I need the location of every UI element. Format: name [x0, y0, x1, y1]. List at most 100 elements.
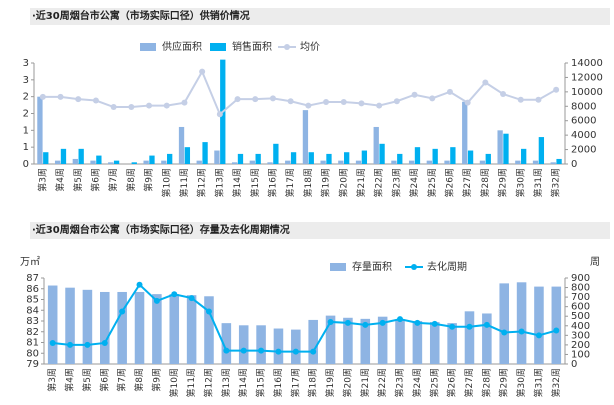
- line-point: [431, 320, 438, 327]
- y-tick-label: 83: [26, 316, 39, 327]
- bar: [113, 160, 120, 164]
- line-point: [269, 95, 276, 102]
- x-tick-label: 第16周: [272, 368, 284, 397]
- x-tick-label: 第13周: [220, 368, 232, 397]
- bar: [204, 296, 214, 364]
- bar: [325, 315, 336, 364]
- bar: [267, 162, 273, 164]
- bar: [285, 160, 291, 164]
- line-point: [323, 98, 330, 105]
- bar: [360, 318, 371, 364]
- x-tick-label: 第4周: [54, 168, 66, 192]
- bar: [550, 162, 556, 164]
- bar: [308, 319, 318, 364]
- line-point: [188, 295, 195, 302]
- x-tick-label: 第27周: [461, 168, 473, 197]
- title-bar: [30, 8, 610, 25]
- x-tick-label: 第29周: [498, 368, 510, 397]
- y2-tick-label: 0: [571, 359, 577, 370]
- bar: [516, 282, 527, 364]
- line: [52, 283, 557, 353]
- y2-tick-label: 2000: [571, 145, 596, 156]
- bar: [82, 289, 93, 364]
- x-tick-label: 第18周: [302, 168, 314, 197]
- x-tick-label: 第10周: [168, 368, 180, 397]
- bar: [412, 321, 423, 364]
- bar: [72, 158, 78, 164]
- line-point: [344, 319, 351, 326]
- x-tick-label: 第12周: [196, 168, 208, 197]
- bar: [464, 311, 475, 364]
- y2-tick-label: 400: [571, 321, 590, 332]
- bar: [326, 153, 332, 164]
- bar: [184, 147, 191, 164]
- x-tick-label: 第19周: [324, 368, 336, 397]
- x-tick-label: 第23周: [394, 368, 406, 397]
- x-tick-label: 第5周: [72, 168, 84, 192]
- x-tick-label: 第13周: [213, 168, 225, 197]
- bar: [65, 287, 75, 364]
- y2-tick-label: 14000: [571, 58, 603, 69]
- y2-tick-label: 8000: [571, 101, 596, 112]
- bar: [149, 155, 155, 164]
- bar: [78, 148, 84, 164]
- line-point: [128, 104, 135, 111]
- bar: [497, 130, 503, 164]
- y2-tick-label: 500: [571, 311, 590, 322]
- bar: [231, 162, 238, 164]
- x-tick-label: 第15周: [249, 168, 261, 197]
- x-tick-label: 第16周: [266, 168, 278, 197]
- line-point: [449, 323, 456, 330]
- bar: [167, 153, 173, 164]
- line-point: [553, 86, 560, 93]
- bar: [196, 160, 202, 164]
- y2-tick-label: 0: [571, 159, 577, 170]
- bar: [249, 160, 255, 164]
- x-tick-label: 第11周: [185, 368, 197, 397]
- y-tick-label: 86: [26, 284, 39, 295]
- bar: [344, 152, 350, 164]
- line-point: [181, 99, 188, 106]
- legend-label: 存量面积: [352, 260, 392, 273]
- line-point: [362, 321, 369, 328]
- y2-axis-label: 周: [590, 256, 600, 268]
- y-axis-label: 万㎡: [20, 256, 40, 268]
- bar: [43, 152, 49, 164]
- y2-tick-label: 600: [571, 302, 590, 313]
- line-point: [171, 291, 178, 298]
- line-point: [411, 91, 418, 98]
- bar: [47, 285, 58, 364]
- line-point: [287, 98, 294, 105]
- line-point: [466, 323, 473, 330]
- bar: [503, 133, 509, 164]
- line-point: [163, 102, 170, 109]
- legend-swatch: [284, 44, 290, 50]
- y2-tick-label: 300: [571, 330, 590, 341]
- line-point: [397, 316, 404, 323]
- x-tick-label: 第20周: [341, 368, 353, 397]
- line-point: [205, 308, 212, 315]
- y-tick-label: 79: [26, 359, 39, 370]
- bar: [290, 152, 297, 164]
- x-tick-label: 第14周: [231, 168, 243, 197]
- x-tick-label: 第32周: [550, 368, 562, 397]
- line-point: [92, 97, 99, 104]
- bar: [273, 143, 279, 164]
- bar: [221, 323, 232, 364]
- y2-tick-label: 800: [571, 283, 590, 294]
- x-tick-label: 第19周: [320, 168, 332, 197]
- x-tick-label: 第20周: [337, 168, 349, 197]
- bar: [302, 110, 309, 164]
- bar: [117, 291, 127, 364]
- bar: [532, 160, 539, 164]
- bar: [134, 291, 145, 364]
- line-point: [393, 98, 400, 105]
- y-tick-label: 3: [23, 58, 29, 69]
- bar: [373, 126, 379, 164]
- y-tick-label: 2: [23, 92, 29, 103]
- x-tick-label: 第32周: [550, 168, 562, 197]
- x-tick-label: 第6周: [89, 168, 101, 192]
- bar: [499, 283, 509, 364]
- line-point: [49, 339, 56, 346]
- x-tick-label: 第9周: [150, 368, 162, 392]
